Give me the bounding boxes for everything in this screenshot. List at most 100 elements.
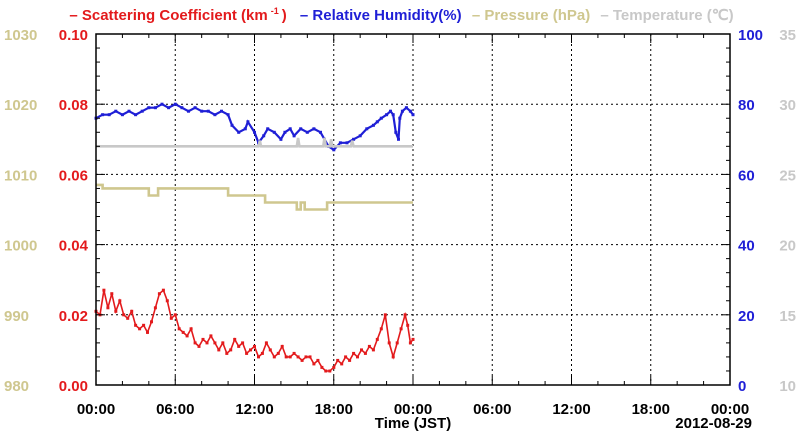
data-point-scattering [320,365,324,369]
temperature-tick-label: 30 [779,97,796,114]
data-point-humidity [411,113,415,117]
data-point-scattering [209,334,213,338]
data-point-scattering [130,309,134,313]
data-point-scattering [165,299,169,303]
data-point-scattering [118,299,122,303]
humidity-tick-label: 80 [738,97,755,114]
data-point-humidity [279,137,283,141]
x-axis-label: Time (JST) [375,415,451,432]
data-point-scattering [375,337,379,341]
data-point-scattering [264,341,268,345]
data-point-humidity [153,106,157,110]
pressure-tick-label: 1000 [4,238,37,255]
data-point-humidity [193,106,197,110]
data-point-humidity [266,127,270,131]
data-point-scattering [316,358,320,362]
data-point-humidity [180,106,184,110]
data-point-humidity [226,113,230,117]
data-point-scattering [134,323,138,327]
temperature-tick-label: 35 [779,27,796,44]
data-point-humidity [246,120,250,124]
data-point-scattering [371,348,375,352]
pressure-tick-label: 980 [4,378,29,395]
data-point-scattering [312,362,316,366]
grid-lines [96,34,730,385]
legend-scattering: – Scattering Coefficient (km -1) [69,6,287,24]
data-point-scattering [395,341,399,345]
data-point-humidity [127,109,131,113]
data-point-humidity [299,127,303,131]
data-point-humidity [160,102,164,106]
scattering-tick-label: 0.02 [59,308,88,325]
scattering-tick-label: 0.08 [59,97,88,114]
data-point-scattering [284,355,288,359]
data-point-humidity [237,130,241,134]
data-point-scattering [237,344,241,348]
data-point-scattering [213,341,217,345]
pressure-tick-label: 990 [4,308,29,325]
x-tick-label: 12:00 [235,401,273,418]
temperature-tick-label: 20 [779,238,796,255]
data-point-scattering [122,313,126,317]
data-point-scattering [245,351,249,355]
data-point-scattering [296,355,300,359]
data-point-humidity [288,127,292,131]
axis-ticks [95,33,731,386]
data-point-humidity [397,137,400,141]
data-point-scattering [352,351,356,355]
data-point-scattering [185,334,189,338]
data-point-humidity [120,113,124,117]
data-point-scattering [391,355,395,359]
data-point-humidity [385,113,389,117]
legend-temperature: – Temperature (℃) [600,7,734,24]
data-point-scattering [411,337,415,341]
data-point-humidity [101,113,105,117]
data-point-scattering [300,358,304,362]
data-point-scattering [367,344,371,348]
data-point-scattering [387,341,391,345]
data-point-humidity [404,106,408,110]
data-point-humidity [371,123,375,127]
data-point-scattering [304,355,308,359]
data-point-scattering [197,344,201,348]
data-point-scattering [153,306,157,310]
scattering-tick-label: 0.06 [59,167,88,184]
data-point-humidity [243,127,247,131]
series-layer [94,102,415,373]
data-point-humidity [379,116,383,120]
data-point-scattering [348,358,352,362]
data-point-humidity [114,109,118,113]
data-point-scattering [205,341,209,345]
data-point-scattering [308,355,312,359]
data-point-humidity [358,134,362,138]
data-point-scattering [292,351,296,355]
data-point-scattering [406,323,410,327]
humidity-tick-label: 20 [738,308,755,325]
data-point-scattering [102,288,106,292]
data-point-scattering [332,365,336,369]
temperature-tick-label: 10 [779,378,796,395]
scattering-tick-label: 0.00 [59,378,88,395]
data-point-humidity [365,127,369,131]
data-point-humidity [140,109,144,113]
data-point-humidity [230,123,234,127]
data-point-scattering [257,355,260,359]
data-point-humidity [134,113,138,117]
data-point-scattering [383,313,387,317]
data-point-scattering [403,313,407,317]
data-point-humidity [338,141,342,145]
data-point-scattering [181,330,185,334]
data-point-humidity [173,102,177,106]
data-point-humidity [312,127,316,131]
data-point-humidity [408,109,412,113]
data-point-humidity [352,137,356,141]
data-point-humidity [253,130,256,134]
data-point-humidity [292,134,296,138]
data-point-scattering [106,306,110,310]
data-point-humidity [206,109,210,113]
x-tick-label: 06:00 [156,401,194,418]
data-point-scattering [363,351,367,355]
data-point-humidity [283,130,287,134]
scattering-tick-label: 0.10 [59,27,88,44]
